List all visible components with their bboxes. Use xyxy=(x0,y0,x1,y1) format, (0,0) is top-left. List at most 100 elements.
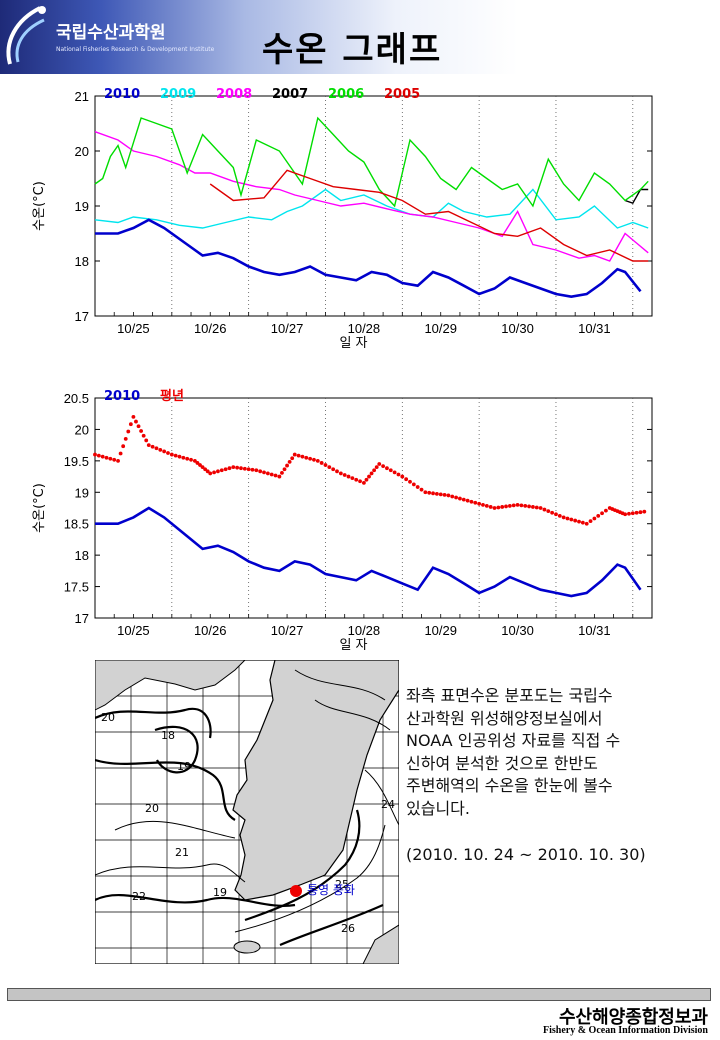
data-point xyxy=(596,513,601,518)
data-point xyxy=(126,429,131,434)
isotherm-label: 21 xyxy=(175,846,189,859)
data-point xyxy=(423,490,428,495)
data-point xyxy=(381,464,386,468)
data-point xyxy=(169,452,174,457)
data-point xyxy=(561,515,566,520)
data-point xyxy=(192,458,197,463)
legend-entry: 2007 xyxy=(272,87,308,102)
series-line-2006 xyxy=(94,116,649,208)
legend-entry: 2009 xyxy=(160,87,196,102)
sst-map-svg: 20 18 19 20 21 22 19 24 25 26 통영 풍화 xyxy=(94,659,400,965)
data-point xyxy=(292,452,297,457)
legend-entry: 2008 xyxy=(216,87,252,102)
data-point xyxy=(154,446,159,451)
data-point xyxy=(308,456,313,461)
data-point xyxy=(123,436,128,441)
y-tick-label: 20 xyxy=(75,144,89,159)
data-point xyxy=(446,493,451,498)
data-point xyxy=(377,462,382,466)
data-point xyxy=(312,457,316,462)
map-description: 좌측 표면수온 분포도는 국립수 산과학원 위성해양정보실에서 NOAA 인공위… xyxy=(406,685,706,820)
data-point xyxy=(287,460,292,464)
data-point xyxy=(396,472,401,477)
data-point xyxy=(461,497,466,502)
description-line: 좌측 표면수온 분포도는 국립수 xyxy=(406,686,613,705)
x-tick-label: 10/28 xyxy=(348,321,381,336)
data-point xyxy=(246,467,251,472)
data-point xyxy=(481,502,485,507)
data-point xyxy=(588,519,593,523)
data-point xyxy=(342,473,347,477)
data-point xyxy=(112,457,117,462)
chart-vs-normal: 10/25 10/26 10/27 10/28 10/29 10/30 10/31 17 17.… xyxy=(0,385,720,650)
data-point xyxy=(400,474,405,479)
data-point xyxy=(319,461,324,465)
data-point xyxy=(185,456,190,461)
chart-vs-normal-svg: 10/25 10/26 10/27 10/28 10/29 10/30 10/31 17 17.… xyxy=(32,388,653,650)
data-point xyxy=(504,504,508,509)
data-point xyxy=(195,461,200,465)
data-point xyxy=(642,509,647,514)
description-line: NOAA 인공위성 자료를 직접 수 xyxy=(406,731,621,750)
isotherm-label: 22 xyxy=(132,890,146,903)
data-point xyxy=(296,453,301,458)
data-point xyxy=(277,474,282,479)
data-point xyxy=(496,505,501,510)
description-line: 주변해역의 수온을 한눈에 볼수 xyxy=(406,776,613,795)
data-point xyxy=(484,504,489,508)
data-point xyxy=(569,517,574,522)
data-point xyxy=(141,433,146,438)
data-point xyxy=(198,463,202,467)
data-point xyxy=(450,494,455,499)
y-tick-label: 19.5 xyxy=(64,454,89,469)
data-point xyxy=(203,467,208,472)
data-point xyxy=(136,424,141,429)
data-point xyxy=(584,521,589,526)
data-point xyxy=(515,502,520,507)
data-point xyxy=(338,471,343,476)
data-point xyxy=(354,477,359,482)
data-point xyxy=(507,504,512,508)
data-point xyxy=(531,505,535,509)
data-point xyxy=(454,495,458,500)
legend-entry: 2010 xyxy=(104,389,140,404)
data-point xyxy=(630,511,635,516)
data-point xyxy=(146,443,151,448)
data-point xyxy=(212,470,216,475)
x-axis-label: 일 자 xyxy=(339,638,367,650)
data-point xyxy=(511,503,516,508)
description-line: 산과학원 위성해양정보실에서 xyxy=(406,708,603,728)
chart-yearly-comparison: 10/25 10/26 10/27 10/28 10/29 10/30 10/31 17 18 1… xyxy=(0,78,720,348)
data-point xyxy=(150,444,155,449)
data-point xyxy=(273,473,278,478)
data-point xyxy=(116,458,120,463)
data-point xyxy=(327,465,332,470)
data-point xyxy=(121,444,126,449)
data-point xyxy=(216,469,220,474)
data-point xyxy=(374,465,379,470)
data-point xyxy=(358,479,362,484)
data-point xyxy=(404,477,409,482)
data-point xyxy=(128,422,133,427)
series-line-2009 xyxy=(94,188,649,229)
data-point xyxy=(162,449,167,454)
data-point xyxy=(367,474,371,479)
institute-logo: 국립수산과학원 National Fisheries Research & De… xyxy=(2,2,214,70)
x-tick-label: 10/29 xyxy=(424,623,457,638)
sst-distribution-map: 20 18 19 20 21 22 19 24 25 26 통영 풍화 xyxy=(94,659,400,965)
data-point xyxy=(546,509,551,514)
observation-period: (2010. 10. 24 ~ 2010. 10. 30) xyxy=(406,845,646,864)
data-point xyxy=(527,504,531,509)
data-point xyxy=(250,467,255,472)
data-point xyxy=(442,493,447,497)
data-point xyxy=(315,458,320,463)
data-point xyxy=(465,498,470,503)
data-point xyxy=(500,505,505,509)
data-point xyxy=(93,452,97,457)
isotherm-label: 26 xyxy=(341,922,355,935)
chart-yearly-comparison-svg: 10/25 10/26 10/27 10/28 10/29 10/30 10/31 17 18 1… xyxy=(32,87,653,348)
x-tick-label: 10/26 xyxy=(194,321,227,336)
y-tick-label: 17.5 xyxy=(64,580,89,595)
data-point xyxy=(118,451,123,456)
data-point xyxy=(104,455,109,460)
